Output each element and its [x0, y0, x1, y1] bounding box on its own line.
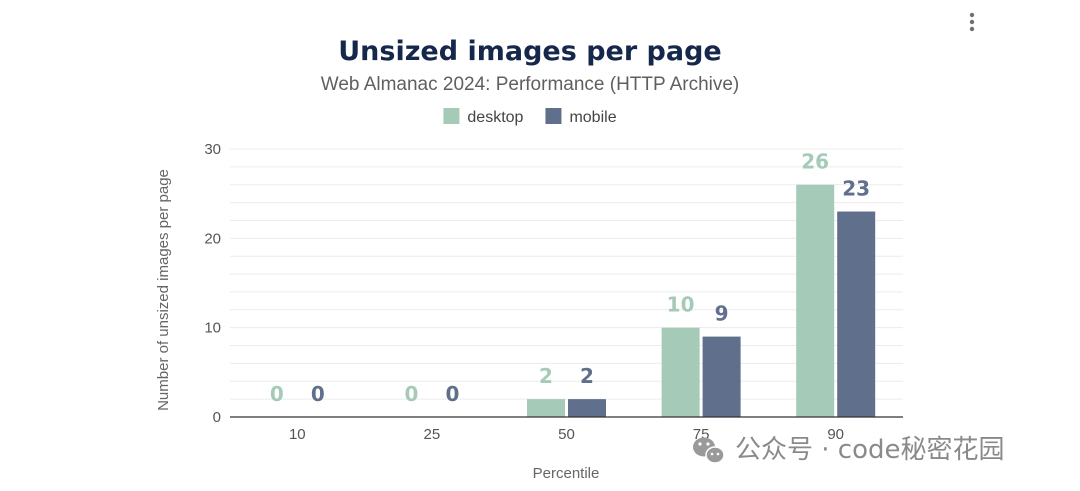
- data-label-mobile: 23: [842, 177, 870, 201]
- x-axis-ticks: 10 25 50 75 90: [289, 426, 844, 443]
- data-label-mobile: 0: [311, 382, 325, 406]
- bars: [527, 184, 876, 417]
- bar-desktop: [527, 399, 565, 417]
- bar-mobile: [702, 336, 741, 417]
- legend-label: desktop: [467, 109, 523, 126]
- data-label-desktop: 26: [801, 150, 829, 174]
- x-axis-title: Percentile: [533, 465, 600, 482]
- more-vertical-icon[interactable]: [969, 12, 975, 32]
- legend-swatch: [443, 108, 460, 124]
- y-axis-title: Number of unsized images per page: [155, 169, 172, 411]
- y-tick-label: 20: [204, 230, 221, 247]
- y-tick-label: 30: [204, 141, 221, 158]
- data-labels: 0 0 0 0 2 2 10 9 26 23: [270, 150, 870, 406]
- y-tick-label: 10: [204, 320, 221, 337]
- data-label-mobile: 0: [445, 382, 459, 406]
- x-tick-label: 90: [827, 426, 844, 443]
- legend-item-desktop[interactable]: desktop: [443, 108, 524, 126]
- chart-subtitle: Web Almanac 2024: Performance (HTTP Arch…: [321, 74, 740, 95]
- x-tick-label: 10: [289, 426, 306, 443]
- x-tick-label: 25: [424, 426, 441, 443]
- legend-label: mobile: [569, 109, 616, 126]
- y-axis-ticks: 0 10 20 30: [204, 141, 221, 426]
- data-label-mobile: 2: [580, 364, 594, 388]
- legend-swatch: [545, 108, 562, 124]
- data-label-desktop: 0: [270, 382, 284, 406]
- legend-item-mobile[interactable]: mobile: [545, 108, 617, 126]
- bar-desktop: [796, 184, 835, 417]
- data-label-desktop: 0: [404, 382, 418, 406]
- data-label-mobile: 9: [715, 302, 729, 326]
- chart-title: Unsized images per page: [338, 36, 721, 67]
- bar-mobile: [568, 399, 606, 417]
- bar-desktop: [661, 327, 700, 417]
- y-tick-label: 0: [213, 409, 221, 426]
- watermark-text: 公众号 · code秘密花园: [735, 435, 1005, 465]
- bar-mobile: [837, 211, 876, 417]
- legend: desktop mobile: [443, 108, 617, 126]
- data-label-desktop: 10: [667, 293, 695, 317]
- gridlines: [230, 148, 903, 400]
- wechat-icon: [693, 437, 725, 464]
- x-tick-label: 50: [558, 426, 575, 443]
- data-label-desktop: 2: [539, 364, 553, 388]
